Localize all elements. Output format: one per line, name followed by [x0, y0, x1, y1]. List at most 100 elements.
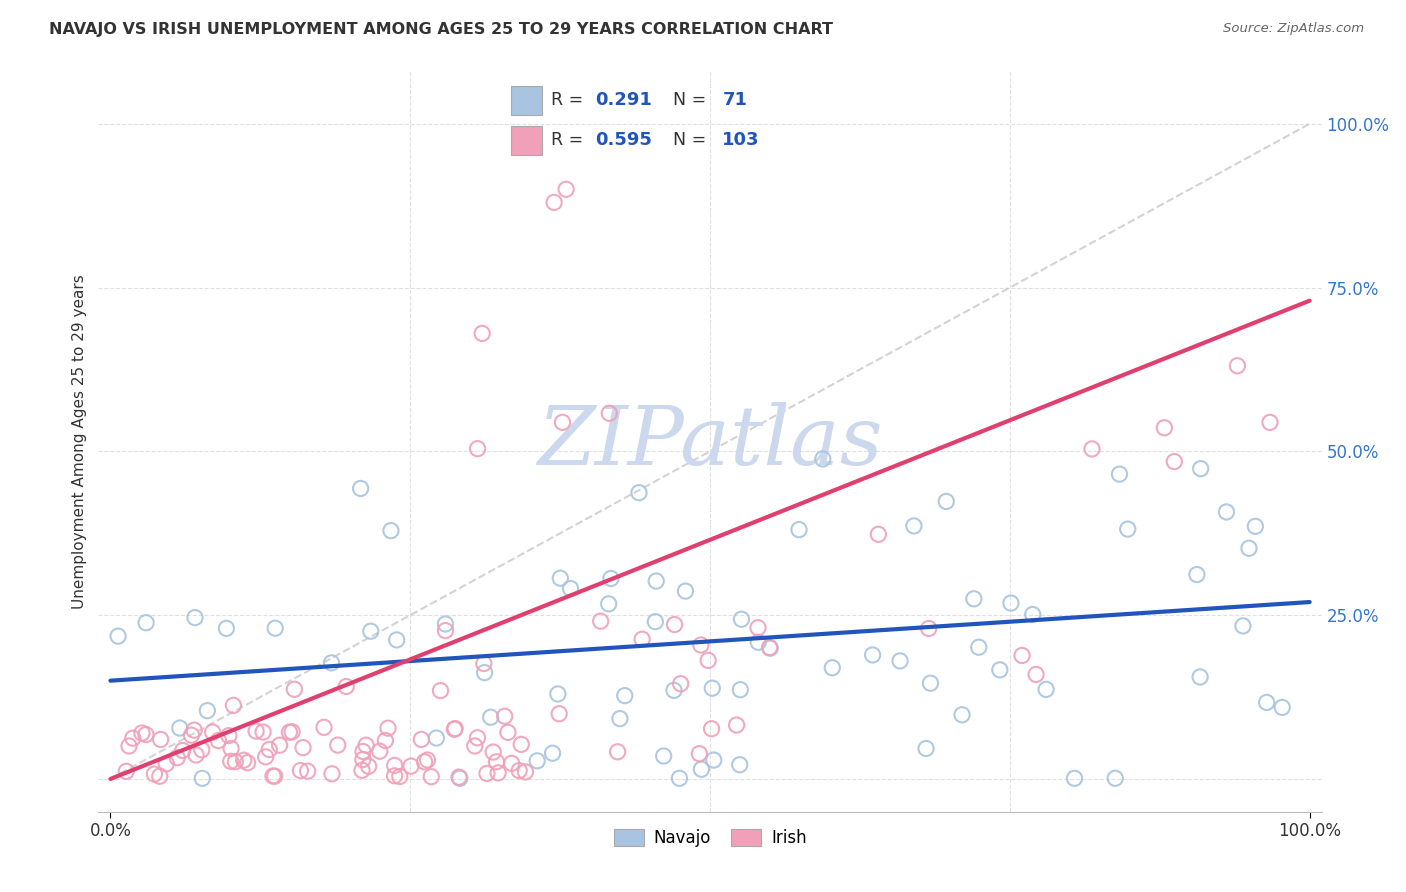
- Point: [149, 732, 172, 747]
- Point: [1153, 421, 1175, 435]
- Point: [1063, 772, 1085, 786]
- Point: [758, 640, 780, 655]
- Point: [1108, 467, 1130, 482]
- Point: [443, 723, 465, 737]
- Point: [190, 743, 212, 757]
- Point: [730, 682, 752, 697]
- Point: [669, 677, 692, 691]
- Point: [420, 770, 443, 784]
- Point: [963, 591, 986, 606]
- Point: [180, 728, 202, 742]
- Point: [384, 769, 406, 783]
- Point: [222, 698, 245, 713]
- Point: [1232, 619, 1254, 633]
- Point: [862, 648, 884, 662]
- Point: [515, 764, 537, 779]
- Point: [236, 756, 259, 770]
- Point: [482, 745, 505, 759]
- Point: [207, 733, 229, 747]
- Text: Source: ZipAtlas.com: Source: ZipAtlas.com: [1223, 22, 1364, 36]
- Point: [191, 772, 214, 786]
- Point: [321, 766, 343, 780]
- Point: [352, 745, 374, 759]
- Point: [689, 638, 711, 652]
- Point: [889, 654, 911, 668]
- Point: [143, 767, 166, 781]
- Point: [543, 195, 565, 210]
- Point: [184, 747, 207, 762]
- Point: [550, 571, 572, 585]
- Y-axis label: Unemployment Among Ages 25 to 29 years: Unemployment Among Ages 25 to 29 years: [72, 274, 87, 609]
- Point: [1215, 505, 1237, 519]
- Point: [1185, 567, 1208, 582]
- Point: [335, 680, 357, 694]
- Point: [360, 624, 382, 639]
- Point: [821, 661, 844, 675]
- Point: [548, 706, 571, 721]
- Point: [259, 742, 281, 756]
- Point: [254, 750, 277, 764]
- Point: [172, 743, 194, 757]
- Point: [416, 753, 439, 767]
- Point: [526, 754, 548, 768]
- Point: [1025, 667, 1047, 681]
- Point: [547, 687, 569, 701]
- Point: [496, 725, 519, 739]
- Point: [245, 724, 267, 739]
- Point: [702, 681, 724, 696]
- Point: [232, 753, 254, 767]
- Point: [429, 683, 451, 698]
- Point: [510, 738, 533, 752]
- Point: [868, 527, 890, 541]
- Point: [195, 704, 218, 718]
- Point: [1011, 648, 1033, 663]
- Point: [485, 755, 508, 769]
- Point: [613, 689, 636, 703]
- Point: [1081, 442, 1104, 456]
- Point: [589, 614, 612, 628]
- Point: [281, 724, 304, 739]
- Point: [263, 769, 285, 783]
- Point: [166, 750, 188, 764]
- Point: [1035, 682, 1057, 697]
- Point: [479, 710, 502, 724]
- Point: [508, 764, 530, 778]
- Point: [903, 519, 925, 533]
- Point: [1189, 461, 1212, 475]
- Point: [399, 759, 422, 773]
- Point: [598, 597, 620, 611]
- Point: [377, 721, 399, 735]
- Point: [988, 663, 1011, 677]
- Point: [662, 683, 685, 698]
- Point: [935, 494, 957, 508]
- Point: [444, 722, 467, 736]
- Point: [501, 756, 523, 771]
- Point: [326, 738, 349, 752]
- Point: [697, 653, 720, 667]
- Point: [149, 769, 172, 783]
- Point: [703, 753, 725, 767]
- Point: [1021, 607, 1043, 622]
- Point: [471, 326, 494, 341]
- Point: [811, 451, 834, 466]
- Point: [1244, 519, 1267, 533]
- Point: [541, 746, 564, 760]
- Point: [413, 755, 436, 769]
- Point: [349, 482, 371, 496]
- Point: [609, 712, 631, 726]
- Point: [219, 741, 242, 756]
- Point: [472, 657, 495, 671]
- Point: [787, 523, 810, 537]
- Point: [283, 682, 305, 697]
- Point: [475, 766, 498, 780]
- Point: [434, 617, 457, 632]
- Point: [467, 731, 489, 745]
- Point: [464, 739, 486, 753]
- Point: [918, 622, 941, 636]
- Point: [1258, 415, 1281, 429]
- Point: [551, 415, 574, 429]
- Point: [1271, 700, 1294, 714]
- Point: [352, 752, 374, 766]
- Point: [1116, 522, 1139, 536]
- Point: [434, 624, 457, 638]
